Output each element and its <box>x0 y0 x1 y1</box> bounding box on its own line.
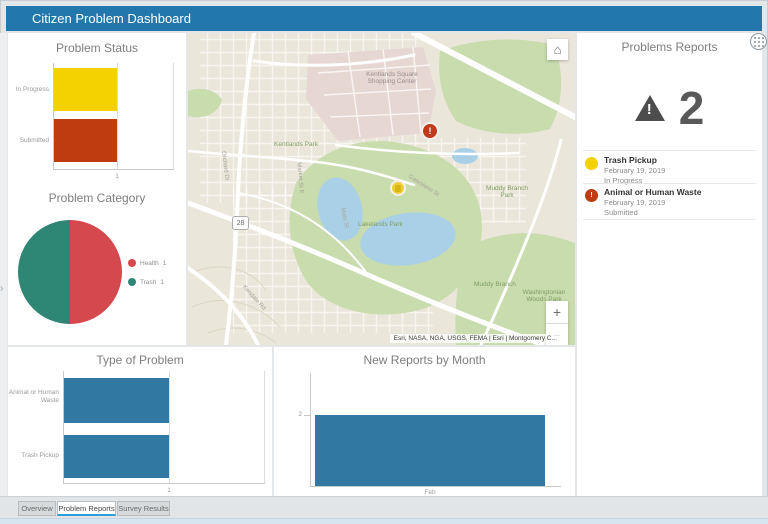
zoom-in-button[interactable]: + <box>546 301 568 324</box>
home-icon: ⌂ <box>553 42 562 57</box>
category-label: Submitted <box>19 137 49 144</box>
tab-problem-reports[interactable]: Problem Reports <box>57 501 116 516</box>
pie-problem-category[interactable] <box>18 220 122 324</box>
bottom-edge-strip <box>0 518 768 524</box>
map-shopping-center-streets <box>317 46 432 138</box>
map-label-lakelands-park: Lakelands Park <box>358 221 403 228</box>
legend-label: Health <box>140 259 159 267</box>
report-title: Animal or Human Waste <box>604 187 702 197</box>
map-attribution: Esri, NASA, NGA, USGS, FEMA | Esri | Mon… <box>389 334 561 343</box>
category-label: Animal or Human Waste <box>8 389 59 405</box>
home-button[interactable]: ⌂ <box>547 39 568 60</box>
map-roads <box>188 33 575 345</box>
map-label-shopping-center: Kentlands Square Shopping Center <box>366 71 418 85</box>
plot-edge-line <box>173 63 174 169</box>
category-label: Trash Pickup <box>21 452 59 459</box>
y-axis-line <box>310 373 311 487</box>
category-label: In Progress <box>15 86 49 93</box>
report-status: In Progress <box>604 176 643 185</box>
tab-overview[interactable]: Overview <box>18 501 56 516</box>
y-tick-mark <box>304 415 310 416</box>
x-axis-line <box>63 483 265 484</box>
health-report-marker-icon: ! <box>585 189 598 202</box>
bar-feb[interactable] <box>315 415 545 486</box>
report-date: February 19, 2019 <box>604 166 666 175</box>
map-contour-lines <box>191 266 281 344</box>
list-divider <box>583 219 756 220</box>
legend-swatch-health <box>128 259 136 267</box>
page-title: Citizen Problem Dashboard <box>32 11 191 26</box>
map-label-kentlands-park: Kentlands Park <box>274 141 319 148</box>
report-title: Trash Pickup <box>604 155 657 165</box>
y-axis-line <box>63 371 64 483</box>
report-list-item-trash-pickup[interactable]: Trash Pickup February 19, 2019 In Progre… <box>577 155 762 186</box>
legend-value: 1 <box>162 259 167 267</box>
panel-title-problems-reports: Problems Reports <box>621 40 718 54</box>
plus-icon: + <box>552 304 562 320</box>
problems-reports-panel: Problems Reports 2 Trash Pickup February… <box>577 33 762 496</box>
chart-title-new-reports: New Reports by Month <box>363 353 486 367</box>
report-status: Submitted <box>604 208 638 217</box>
map-marker-health-report[interactable]: ! <box>421 122 439 140</box>
gridline <box>169 371 170 483</box>
x-category-label: Feb <box>424 489 436 496</box>
map-label-washingtonian-woods-park: Washingtonian Woods Park <box>522 289 566 303</box>
list-divider <box>583 150 756 151</box>
report-list-item-animal-waste[interactable]: ! Animal or Human Waste February 19, 201… <box>577 187 762 218</box>
map-marker-trash-report[interactable] <box>390 180 406 196</box>
chart-title-problem-category: Problem Category <box>48 191 146 205</box>
map-label-muddy-branch: Muddy Branch <box>474 281 516 288</box>
legend-item-health: Health 1 <box>128 259 166 267</box>
reports-count: 2 <box>678 82 705 134</box>
bar-submitted[interactable] <box>54 119 117 162</box>
dashboard-tab-bar: Overview Problem Reports Survey Results <box>0 496 768 518</box>
left-panel-collapse-rail[interactable]: › <box>0 33 7 496</box>
x-tick-label: 1 <box>167 487 171 494</box>
map-basemap <box>188 33 575 345</box>
bar-in-progress[interactable] <box>54 68 117 111</box>
tab-survey-results[interactable]: Survey Results <box>117 501 170 516</box>
bar-animal-or-human-waste[interactable] <box>64 378 169 423</box>
legend-label: Trash <box>140 278 157 286</box>
x-axis-line <box>53 169 174 170</box>
report-date: February 19, 2019 <box>604 198 666 207</box>
legend-value: 1 <box>160 278 164 286</box>
list-divider <box>583 183 756 184</box>
plot-edge-line <box>264 371 265 483</box>
legend-item-trash: Trash 1 <box>128 278 164 286</box>
x-axis-line <box>310 486 561 487</box>
type-of-problem-panel: Type of Problem Animal or Human Waste Tr… <box>8 347 272 496</box>
x-tick-label: 1 <box>115 173 119 180</box>
map[interactable]: Kentlands Square Shopping Center Kentlan… <box>188 33 575 345</box>
map-shopping-center-area <box>306 47 436 141</box>
drag-dots-icon <box>754 37 756 39</box>
chevron-right-icon: › <box>0 283 4 294</box>
chart-title-type-of-problem: Type of Problem <box>96 353 184 367</box>
trash-report-marker-icon <box>585 157 598 170</box>
gridline <box>117 63 118 169</box>
y-tick-label: 2 <box>298 411 302 418</box>
warning-triangle-icon <box>634 95 665 121</box>
dashboard-header: Citizen Problem Dashboard <box>6 6 762 31</box>
left-charts-panel: Problem Status In Progress Submitted 1 P… <box>8 33 186 345</box>
y-axis-line <box>53 63 54 169</box>
reports-summary: 2 <box>577 81 762 135</box>
legend-swatch-trash <box>128 278 136 286</box>
bar-trash-pickup[interactable] <box>64 435 169 478</box>
trash-icon <box>395 184 401 192</box>
widget-options-button[interactable] <box>750 33 767 50</box>
map-label-muddy-branch-park: Muddy Branch Park <box>486 185 528 199</box>
route-shield-28: 28 <box>232 216 249 230</box>
new-reports-by-month-panel: New Reports by Month 2 Feb <box>274 347 575 496</box>
chart-title-problem-status: Problem Status <box>55 41 139 55</box>
map-lakes <box>317 148 478 266</box>
